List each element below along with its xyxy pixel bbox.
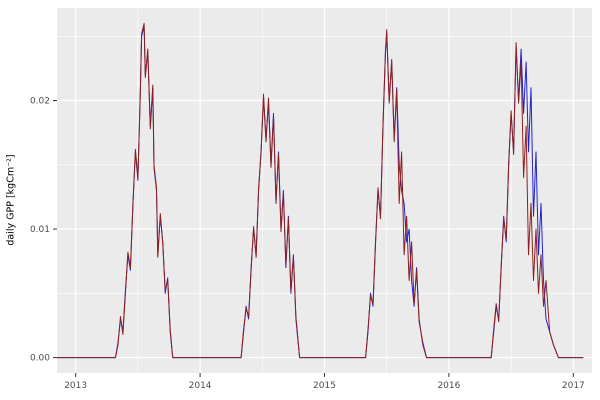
series-line-darkred xyxy=(57,22,584,359)
x-tick-label: 2017 xyxy=(562,381,585,391)
x-tick-label: 2014 xyxy=(189,381,212,391)
y-tick-label: 0.01 xyxy=(30,225,50,235)
x-tick-label: 2013 xyxy=(64,381,87,391)
y-axis-title: daily GPP [kgCm⁻²] xyxy=(5,154,17,246)
x-tick-label: 2015 xyxy=(313,381,336,391)
y-tick-label: 0.02 xyxy=(30,97,50,107)
x-tick-label: 2016 xyxy=(437,381,460,391)
y-tick-label: 0.00 xyxy=(30,354,50,364)
